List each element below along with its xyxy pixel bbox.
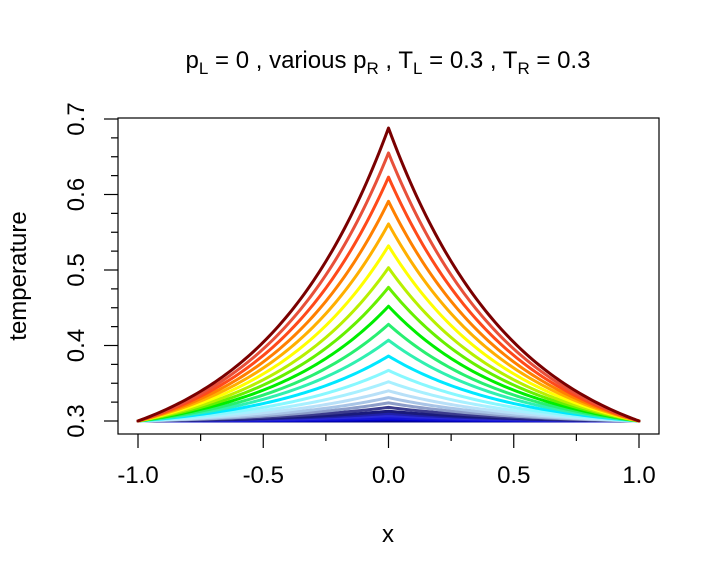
series-line-10	[136, 380, 641, 423]
series-line-14	[136, 322, 641, 423]
title-part-2: T	[398, 47, 413, 74]
y-axis: 0.3 0.4 0.5 0.6 0.7	[63, 102, 118, 438]
y-axis-label: temperature	[5, 211, 32, 340]
chart-title: pL = 0 , various pR , TL = 0.3 , TR = 0.…	[186, 47, 591, 78]
series-line-12	[136, 354, 641, 423]
title-text-0: = 0 , various	[208, 47, 353, 74]
series-line-13	[136, 338, 641, 423]
y-tick-label: 0.7	[63, 102, 90, 135]
title-text-1: ,	[379, 47, 399, 74]
title-subscript-3: R	[517, 59, 529, 78]
series-line-18	[136, 244, 641, 423]
x-tick-label: -0.5	[243, 462, 284, 489]
plot-frame	[117, 117, 660, 435]
series-line-16	[136, 285, 641, 423]
series-line-17	[136, 266, 641, 423]
title-part-3: T	[503, 47, 518, 74]
x-axis: -1.0 -0.5 0.0 0.5 1.0	[117, 434, 656, 489]
title-subscript-2: L	[413, 59, 422, 78]
x-tick-label: 0.5	[497, 462, 530, 489]
series-line-20	[136, 199, 641, 423]
title-text-3: = 0.3	[530, 47, 591, 74]
y-tick-label: 0.3	[63, 404, 90, 437]
y-tick-label: 0.5	[63, 253, 90, 286]
x-tick-label: 0.0	[372, 462, 405, 489]
y-tick-label: 0.6	[63, 178, 90, 211]
title-part-1: p	[353, 47, 366, 74]
x-tick-label: -1.0	[117, 462, 158, 489]
series-line-22	[136, 151, 641, 423]
title-subscript-1: R	[366, 59, 378, 78]
series-line-11	[136, 368, 641, 423]
series-line-21	[136, 175, 641, 423]
title-text-2: = 0.3 ,	[422, 47, 502, 74]
series-line-19	[136, 222, 641, 423]
chart-curves	[136, 126, 641, 423]
x-tick-label: 1.0	[622, 462, 655, 489]
title-subscript-0: L	[199, 59, 208, 78]
y-tick-label: 0.4	[63, 329, 90, 362]
title-part-0: p	[186, 47, 199, 74]
series-line-15	[136, 304, 641, 423]
series-line-23	[136, 126, 641, 423]
x-axis-label: x	[382, 521, 394, 548]
